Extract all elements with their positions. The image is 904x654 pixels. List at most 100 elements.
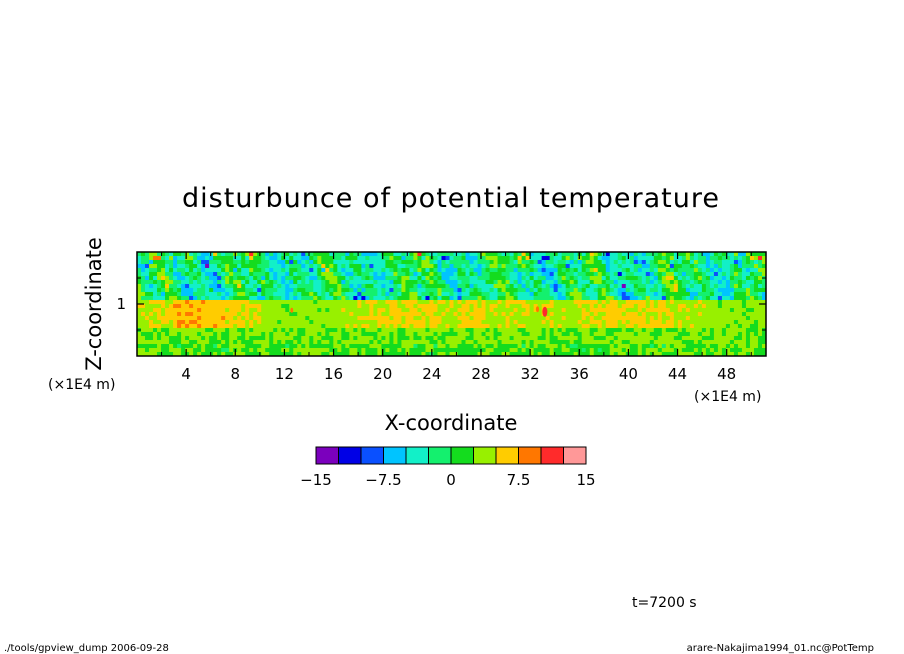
heatmap-cell bbox=[441, 316, 447, 321]
heatmap-cell bbox=[269, 336, 274, 341]
heatmap-cell bbox=[561, 324, 567, 329]
heatmap-cell bbox=[465, 300, 471, 305]
heatmap-cell bbox=[421, 264, 427, 269]
heatmap-cell bbox=[705, 296, 711, 301]
heatmap-cell bbox=[209, 320, 214, 325]
heatmap-cell bbox=[229, 312, 234, 317]
heatmap-cell bbox=[261, 348, 266, 353]
heatmap-cell bbox=[193, 324, 198, 329]
heatmap-cell bbox=[421, 284, 427, 289]
heatmap-cell bbox=[385, 264, 390, 269]
heatmap-cell bbox=[681, 324, 687, 329]
heatmap-cell bbox=[309, 292, 314, 297]
heatmap-cell bbox=[145, 280, 150, 285]
heatmap-cell bbox=[509, 272, 515, 277]
heatmap-cell bbox=[585, 320, 591, 325]
heatmap-cell bbox=[629, 320, 635, 325]
colorbar-tick-label: −7.5 bbox=[365, 471, 401, 489]
heatmap-cell bbox=[293, 320, 298, 325]
heatmap-cell bbox=[737, 308, 743, 313]
heatmap-cell bbox=[265, 288, 270, 293]
heatmap-cell bbox=[249, 264, 254, 269]
heatmap-cell bbox=[737, 352, 743, 356]
heatmap-cell bbox=[217, 272, 222, 277]
heatmap-cell bbox=[349, 312, 354, 317]
heatmap-cell bbox=[753, 264, 759, 269]
heatmap-cell bbox=[437, 344, 443, 349]
heatmap-cell bbox=[257, 280, 262, 285]
heatmap-cell bbox=[705, 348, 711, 353]
heatmap-cell bbox=[589, 300, 595, 305]
heatmap-cell bbox=[137, 332, 142, 337]
heatmap-cell bbox=[237, 316, 242, 321]
colorbar-tick-label: 7.5 bbox=[507, 471, 531, 489]
heatmap-cell bbox=[361, 264, 366, 269]
heatmap-cell bbox=[553, 304, 559, 309]
heatmap-cell bbox=[625, 272, 631, 277]
heatmap-cell bbox=[337, 272, 342, 277]
heatmap-cell bbox=[613, 316, 619, 321]
heatmap-cell bbox=[409, 336, 415, 341]
heatmap-cell bbox=[665, 280, 671, 285]
heatmap-cell bbox=[669, 276, 675, 281]
heatmap-cell bbox=[413, 316, 419, 321]
heatmap-cell bbox=[241, 272, 246, 277]
heatmap-cell bbox=[713, 320, 719, 325]
heatmap-cell bbox=[377, 304, 382, 309]
heatmap-cell bbox=[373, 340, 378, 345]
heatmap-cell bbox=[169, 332, 174, 337]
heatmap-cell bbox=[341, 312, 346, 317]
heatmap-cell bbox=[621, 332, 627, 337]
heatmap-cell bbox=[381, 296, 386, 301]
heatmap-cell bbox=[249, 344, 254, 349]
heatmap-cell bbox=[553, 296, 559, 301]
heatmap-cell bbox=[625, 308, 631, 313]
heatmap-cell bbox=[249, 284, 254, 289]
heatmap-cell bbox=[729, 316, 735, 321]
colorbar-tick-label: 0 bbox=[446, 471, 456, 489]
heatmap-cell bbox=[685, 252, 691, 257]
heatmap-cell bbox=[245, 256, 250, 261]
heatmap-cell bbox=[153, 260, 158, 265]
heatmap-cell bbox=[313, 332, 318, 337]
heatmap-cell bbox=[249, 256, 254, 261]
heatmap-cell bbox=[377, 292, 382, 297]
heatmap-cell bbox=[713, 328, 719, 333]
heatmap-cell bbox=[741, 344, 747, 349]
heatmap-cell bbox=[629, 332, 635, 337]
heatmap-cell bbox=[669, 288, 675, 293]
heatmap-cell bbox=[665, 252, 671, 257]
heatmap-cell bbox=[293, 272, 298, 277]
heatmap-cell bbox=[677, 316, 683, 321]
heatmap-cell bbox=[397, 296, 403, 301]
heatmap-cell bbox=[249, 324, 254, 329]
heatmap-cell bbox=[557, 332, 563, 337]
heatmap-cell bbox=[573, 292, 579, 297]
heatmap-cell bbox=[689, 332, 695, 337]
heatmap-cell bbox=[485, 344, 491, 349]
heatmap-cell bbox=[289, 304, 294, 309]
heatmap-cell bbox=[165, 336, 170, 341]
heatmap-cell bbox=[569, 300, 575, 305]
heatmap-cell bbox=[237, 300, 242, 305]
heatmap-cell bbox=[169, 284, 174, 289]
heatmap-cell bbox=[285, 260, 290, 265]
heatmap-cell bbox=[261, 260, 266, 265]
heatmap-cell bbox=[245, 300, 250, 305]
heatmap-cell bbox=[557, 308, 563, 313]
heatmap-cell bbox=[401, 260, 407, 265]
heatmap-cell bbox=[449, 328, 455, 333]
heatmap-cell bbox=[421, 252, 427, 257]
heatmap-cell bbox=[653, 336, 659, 341]
heatmap-cell bbox=[673, 312, 679, 317]
heatmap-cell bbox=[485, 336, 491, 341]
heatmap-cell bbox=[137, 252, 142, 257]
heatmap-cell bbox=[553, 332, 559, 337]
heatmap-cell bbox=[473, 256, 479, 261]
heatmap-cell bbox=[161, 272, 166, 277]
heatmap-cell bbox=[585, 256, 591, 261]
heatmap-cell bbox=[689, 312, 695, 317]
heatmap-cell bbox=[425, 348, 431, 353]
heatmap-cell bbox=[509, 336, 515, 341]
heatmap-cell bbox=[277, 280, 282, 285]
